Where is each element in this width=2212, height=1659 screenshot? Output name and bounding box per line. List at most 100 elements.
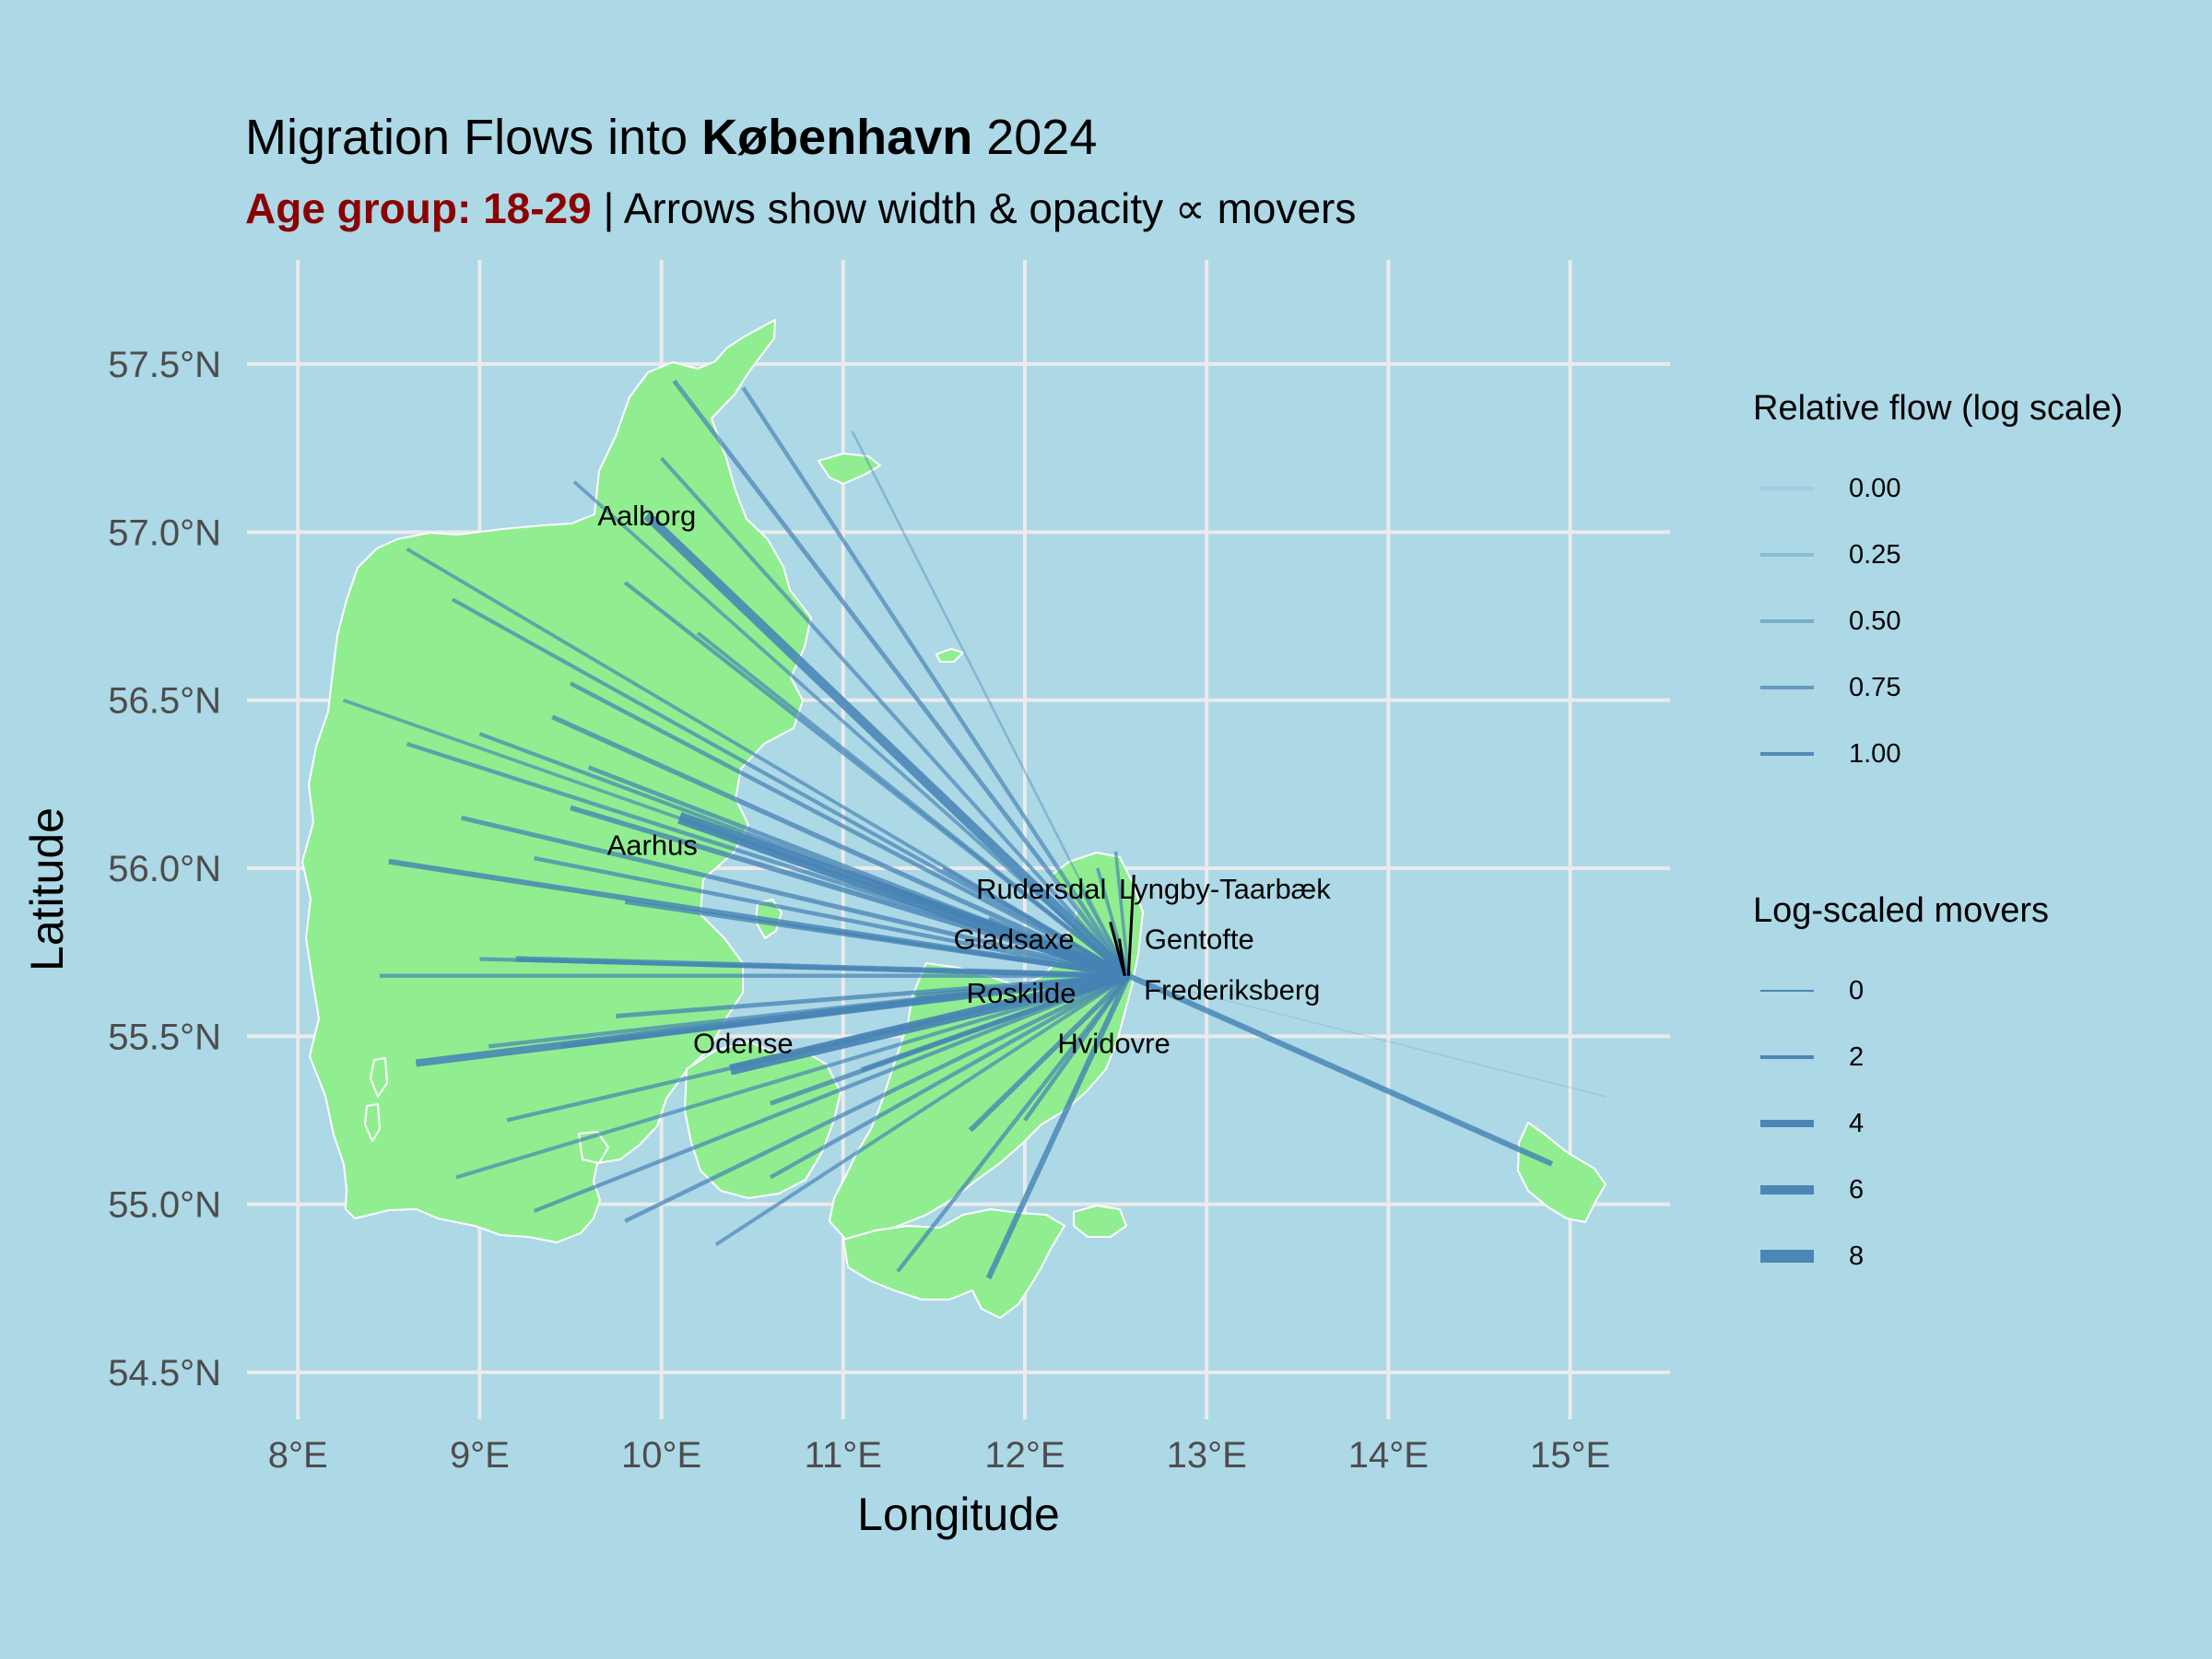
legend-item-label: 1.00 (1849, 739, 1901, 769)
map-subtitle: Age group: 18-29 | Arrows show width & o… (245, 171, 1356, 245)
y-tick-label: 55.0°N (108, 1185, 221, 1226)
flow-line (1127, 972, 1554, 1167)
city-label: Aarhus (607, 829, 698, 861)
legend-item: 0.00 (1760, 470, 2037, 507)
y-axis-label: Latitude (21, 807, 73, 971)
legend-item: 0.75 (1760, 669, 2037, 706)
legend-key-line (1760, 487, 1814, 490)
flow-line (560, 973, 1129, 1049)
flow-line (569, 681, 1130, 978)
title-city: København (701, 110, 973, 165)
flow-lines (342, 379, 1607, 1280)
x-tick-label: 11°E (805, 1435, 882, 1476)
flow-line (1113, 851, 1131, 976)
y-tick-label: 57.0°N (108, 512, 221, 553)
flow-line (624, 973, 1130, 1223)
legend-item-label: 4 (1849, 1109, 1865, 1138)
flow-line (985, 974, 1132, 1280)
legend-movers-title: Log-scaled movers (1753, 891, 2050, 930)
flow-line (533, 973, 1130, 1213)
flow-line (696, 631, 1130, 978)
legend-key-line (1760, 752, 1814, 756)
flow-line (461, 815, 1129, 979)
callout-line (1126, 875, 1135, 976)
legend-item-label: 0 (1849, 976, 1865, 1006)
flow-line (942, 866, 1130, 978)
legend-item: 6 (1760, 1171, 2037, 1208)
legend-item: 1.00 (1760, 735, 2037, 772)
legend-key-line (1760, 686, 1814, 689)
city-label: Rudersdal (976, 873, 1106, 905)
flow-line (451, 597, 1130, 978)
subtitle-rest: | Arrows show width & opacity ∝ movers (591, 184, 1357, 232)
flow-line (515, 956, 1129, 979)
flow-line (455, 973, 1129, 1180)
legend-item: 4 (1760, 1105, 2037, 1142)
legend-flow-title: Relative flow (log scale) (1753, 389, 2124, 428)
flow-line (572, 480, 1130, 978)
title-prefix: Migration Flows into (245, 110, 702, 165)
city-label: Odense (693, 1028, 794, 1060)
legend-key-line (1760, 1120, 1814, 1127)
flow-line (860, 973, 1130, 1073)
legend-item-label: 0.25 (1849, 540, 1901, 570)
y-tick-label: 57.5°N (108, 345, 221, 385)
land-fanoe (370, 1057, 388, 1098)
callout-line (1118, 938, 1126, 976)
x-tick-label: 8°E (268, 1435, 328, 1476)
y-tick-label: 56.0°N (108, 849, 221, 889)
x-tick-label: 9°E (450, 1435, 510, 1476)
flow-line (896, 974, 1131, 1273)
flow-line (570, 805, 1130, 979)
flow-line (506, 973, 1129, 1123)
legend-item-label: 0.50 (1849, 606, 1901, 636)
legend-item-label: 2 (1849, 1042, 1865, 1072)
city-label: Roskilde (967, 977, 1077, 1009)
legend-item-label: 0.75 (1849, 673, 1901, 702)
city-label: Aalborg (597, 500, 696, 532)
title-block: Migration Flows into København 2024 Age … (245, 103, 1356, 245)
title-year: 2024 (972, 110, 1098, 165)
y-tick-label: 55.5°N (108, 1017, 221, 1057)
x-tick-label: 10°E (621, 1435, 701, 1476)
flow-line (672, 379, 1131, 978)
flow-line (915, 973, 1129, 998)
city-label: Frederiksberg (1144, 973, 1320, 1006)
legend-item: 8 (1760, 1238, 2037, 1275)
land-mon (1073, 1205, 1127, 1238)
legend-item: 0.25 (1760, 536, 2037, 573)
flow-line (741, 386, 1131, 977)
city-label: Hvidovre (1057, 1028, 1170, 1060)
legend-item-label: 8 (1849, 1241, 1865, 1271)
axis-tick-labels: 8°E 9°E 10°E 11°E 12°E 13°E 14°E 15°E 54.5°N 55.0… (108, 345, 1610, 1476)
legend-item: 0 (1760, 972, 2037, 1009)
flow-line (1023, 974, 1131, 1122)
flow-line (551, 714, 1130, 979)
legend-key-line (1760, 619, 1814, 623)
city-label: Gentofte (1145, 924, 1254, 956)
legend-key-line (1760, 990, 1814, 992)
flow-line (643, 512, 1132, 980)
legend-key-line (1760, 1054, 1814, 1060)
legend-item: 2 (1760, 1039, 2037, 1076)
x-tick-label: 13°E (1167, 1435, 1247, 1476)
land-bornholm (1517, 1122, 1606, 1223)
city-label: Gladsaxe (954, 924, 1075, 956)
y-tick-label: 54.5°N (108, 1353, 221, 1394)
legend-item: 0.50 (1760, 603, 2037, 640)
legend-key-line (1760, 553, 1814, 557)
x-tick-label: 14°E (1348, 1435, 1429, 1476)
legend-key-line (1760, 1250, 1814, 1263)
flow-line (987, 916, 1130, 978)
legend-item-label: 0.00 (1849, 474, 1901, 503)
map-title: Migration Flows into København 2024 (245, 103, 1356, 171)
flow-line (624, 899, 1129, 979)
flow-line (769, 973, 1130, 1180)
land-romo (364, 1103, 381, 1142)
flow-line (714, 974, 1130, 1247)
subtitle-age-group: Age group: 18-29 (245, 184, 592, 232)
flow-line (534, 855, 1129, 978)
y-tick-label: 56.5°N (108, 681, 221, 722)
x-tick-label: 12°E (984, 1435, 1065, 1476)
